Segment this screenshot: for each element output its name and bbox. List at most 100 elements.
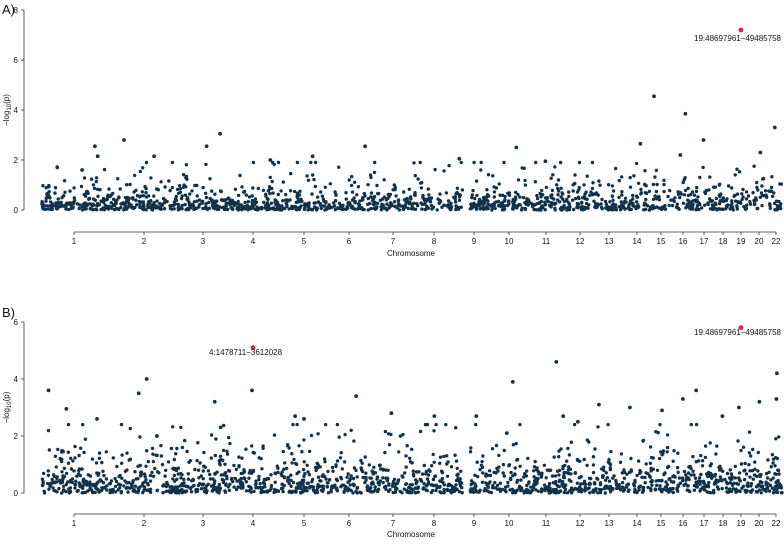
- data-point: [724, 486, 729, 490]
- data-point: [692, 483, 697, 488]
- data-point: [129, 482, 134, 487]
- data-point: [603, 484, 607, 489]
- data-point: [292, 457, 296, 462]
- data-point: [180, 194, 184, 198]
- data-point: [664, 480, 668, 484]
- data-point: [729, 203, 733, 208]
- data-point: [556, 186, 560, 191]
- data-point: [88, 206, 93, 211]
- data-point: [565, 491, 570, 495]
- data-point: [192, 483, 196, 488]
- notable-point-chr-15: [652, 94, 656, 99]
- data-point: [636, 203, 640, 207]
- data-point: [359, 458, 363, 463]
- data-point: [632, 174, 636, 178]
- data-point: [369, 476, 373, 480]
- data-point: [379, 205, 383, 209]
- data-point: [501, 193, 505, 197]
- data-point: [520, 166, 524, 170]
- data-point: [189, 490, 194, 494]
- data-point: [95, 201, 100, 206]
- data-point: [460, 188, 465, 192]
- data-point: [120, 476, 124, 480]
- x-tick-label-6: 6: [347, 237, 352, 246]
- data-point: [266, 197, 270, 202]
- data-point: [431, 205, 436, 209]
- x-tick-label-9: 9: [472, 519, 477, 528]
- data-point: [192, 207, 197, 211]
- data-point: [254, 479, 258, 483]
- data-point: [623, 196, 628, 200]
- data-point: [454, 426, 458, 430]
- data-point: [491, 486, 495, 490]
- data-point: [98, 188, 102, 192]
- data-point: [208, 196, 212, 201]
- data-point: [190, 189, 194, 193]
- data-point: [540, 471, 544, 475]
- data-point: [343, 432, 347, 437]
- data-point: [180, 445, 185, 450]
- data-point: [41, 479, 45, 484]
- data-point: [566, 471, 571, 476]
- data-point: [482, 202, 486, 206]
- data-point: [434, 488, 438, 493]
- data-point: [532, 465, 537, 469]
- data-point: [637, 485, 641, 490]
- data-point: [779, 206, 783, 211]
- data-point: [476, 474, 480, 479]
- data-point: [303, 472, 307, 476]
- data-point: [188, 206, 192, 210]
- x-axis-label: Chromosome: [387, 530, 436, 539]
- data-point: [538, 191, 542, 196]
- data-point: [514, 441, 518, 446]
- data-point: [196, 468, 201, 472]
- data-point: [92, 186, 97, 191]
- data-point: [138, 203, 142, 207]
- data-point: [218, 454, 223, 458]
- data-point: [240, 185, 244, 189]
- data-point: [225, 449, 229, 453]
- data-point: [280, 470, 284, 474]
- data-point: [170, 207, 174, 211]
- data-point: [348, 483, 352, 487]
- data-point: [297, 444, 301, 448]
- x-tick-label-1: 1: [72, 237, 77, 246]
- data-point: [393, 187, 397, 192]
- data-point: [336, 206, 340, 210]
- data-point: [423, 207, 428, 212]
- data-point: [345, 206, 350, 210]
- data-point: [658, 484, 662, 488]
- data-point: [50, 481, 54, 485]
- data-point: [714, 196, 718, 201]
- data-point: [298, 189, 302, 193]
- data-point: [460, 491, 464, 495]
- data-point: [398, 434, 403, 438]
- data-point: [769, 478, 773, 482]
- data-point: [376, 191, 380, 196]
- data-point: [228, 441, 232, 446]
- data-point: [701, 165, 705, 170]
- data-point: [372, 170, 377, 175]
- data-point: [573, 181, 577, 186]
- data-point: [657, 198, 662, 202]
- data-point: [700, 464, 705, 468]
- data-point: [307, 449, 312, 454]
- panel-label: A): [2, 2, 15, 17]
- data-point: [414, 486, 418, 490]
- data-point: [597, 179, 601, 183]
- data-point: [246, 208, 250, 212]
- data-point: [387, 443, 392, 447]
- data-point: [611, 476, 615, 480]
- data-point: [404, 454, 408, 458]
- data-point: [353, 199, 357, 204]
- x-tick-label-15: 15: [657, 237, 666, 246]
- data-point: [401, 432, 405, 437]
- data-point: [587, 482, 591, 486]
- data-point: [533, 180, 537, 184]
- data-point: [67, 207, 71, 212]
- notable-point-chr-3: [218, 425, 223, 430]
- data-point: [147, 200, 151, 204]
- data-point: [261, 444, 265, 448]
- notable-point-chr-11: [554, 360, 559, 364]
- data-point: [769, 465, 773, 469]
